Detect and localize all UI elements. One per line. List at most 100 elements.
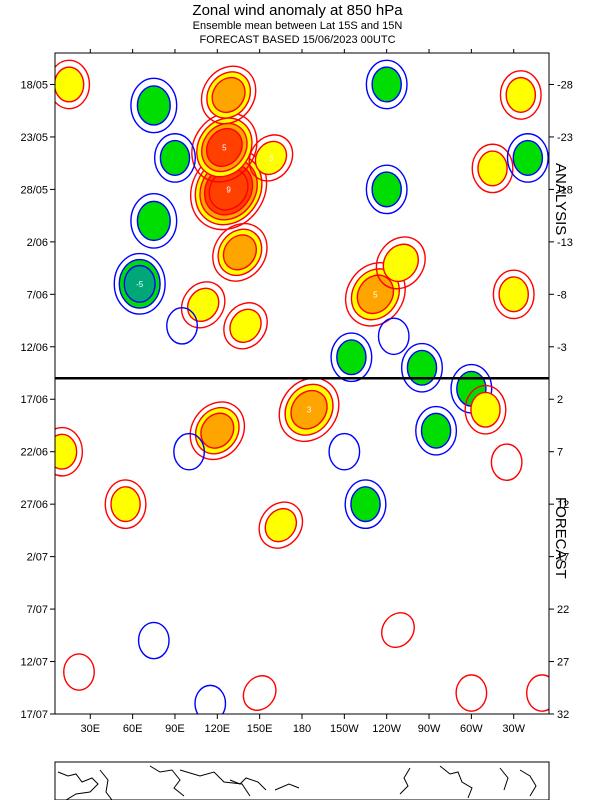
y2-tick-label: 2 bbox=[557, 394, 563, 406]
side-label-analysis: ANALYSIS bbox=[552, 163, 569, 235]
contour-label: 5 bbox=[222, 143, 227, 152]
contour-feature bbox=[104, 479, 147, 530]
y2-tick-label: -8 bbox=[557, 289, 567, 301]
coastline bbox=[399, 767, 411, 795]
y-tick-label: 12/06 bbox=[20, 342, 48, 354]
y-tick-label: 23/05 bbox=[20, 132, 48, 144]
contour-feature bbox=[137, 621, 170, 660]
y2-tick-label: -23 bbox=[557, 132, 573, 144]
y2-tick-label: 17 bbox=[557, 552, 569, 564]
contour-feature bbox=[212, 222, 268, 282]
y2-tick-label: 7 bbox=[557, 447, 563, 459]
contour-feature bbox=[377, 317, 410, 356]
x-tick-label: 120E bbox=[204, 723, 230, 735]
contour-feature bbox=[464, 384, 507, 435]
y-tick-label: 22/06 bbox=[20, 447, 48, 459]
contour-feature bbox=[173, 432, 206, 471]
contour-feature bbox=[200, 65, 257, 125]
x-tick-label: 150E bbox=[247, 723, 273, 735]
coastline bbox=[99, 769, 113, 800]
contour-feature bbox=[328, 432, 361, 471]
contour-feature bbox=[381, 612, 415, 648]
forecast-base-line: FORECAST BASED 15/06/2023 00UTC bbox=[199, 34, 396, 46]
contour-feature bbox=[189, 401, 246, 461]
contour-feature bbox=[506, 133, 549, 183]
contour-label: 3 bbox=[269, 154, 274, 163]
contour-feature bbox=[130, 192, 178, 249]
y-tick-label: 17/06 bbox=[20, 394, 48, 406]
contour-label: 5 bbox=[373, 290, 378, 299]
contour-feature bbox=[365, 164, 408, 215]
y-tick-label: 2/07 bbox=[27, 552, 48, 564]
chart-subtitle: Ensemble mean between Lat 15S and 15N bbox=[192, 20, 403, 32]
coastline bbox=[274, 783, 300, 791]
x-tick-label: 30W bbox=[502, 723, 525, 735]
contour-feature bbox=[526, 674, 549, 712]
contour-feature bbox=[194, 684, 227, 714]
x-tick-label: 180 bbox=[293, 723, 311, 735]
contour-feature bbox=[55, 426, 84, 477]
y-tick-label: 28/05 bbox=[20, 184, 48, 196]
y2-tick-label: -13 bbox=[557, 237, 573, 249]
contour-feature bbox=[471, 143, 514, 194]
x-tick-label: 120W bbox=[372, 723, 401, 735]
contour-feature bbox=[55, 59, 91, 110]
contour-feature bbox=[63, 653, 95, 691]
contour-feature: -5 bbox=[113, 252, 166, 315]
y-tick-label: 7/07 bbox=[27, 604, 48, 616]
contour-feature bbox=[130, 77, 178, 134]
x-tick-label: 90E bbox=[165, 723, 185, 735]
contour-feature bbox=[166, 306, 198, 345]
coastline bbox=[229, 777, 267, 791]
contour-label: -5 bbox=[136, 280, 144, 289]
y-tick-label: 17/07 bbox=[20, 709, 48, 721]
coastline bbox=[519, 769, 537, 797]
coastline bbox=[149, 765, 185, 797]
y2-tick-label: 22 bbox=[557, 604, 569, 616]
contour-feature bbox=[242, 675, 277, 711]
world-map-strip bbox=[54, 761, 550, 800]
chart-title: Zonal wind anomaly at 850 hPa bbox=[192, 2, 403, 19]
side-label-forecast: FORECAST bbox=[552, 497, 569, 579]
y2-tick-label: -28 bbox=[557, 79, 573, 91]
contour-feature bbox=[223, 302, 268, 350]
coastline bbox=[439, 765, 473, 799]
y-tick-label: 18/05 bbox=[20, 79, 48, 91]
y-tick-label: 27/06 bbox=[20, 499, 48, 511]
contour-feature bbox=[400, 342, 443, 393]
x-tick-label: 30E bbox=[80, 723, 100, 735]
contour-feature bbox=[455, 674, 488, 712]
y-tick-label: 12/07 bbox=[20, 657, 48, 669]
x-tick-label: 60E bbox=[123, 723, 143, 735]
coastline bbox=[499, 767, 509, 791]
contour-feature bbox=[492, 269, 535, 320]
x-tick-label: 150W bbox=[330, 723, 359, 735]
coastline bbox=[57, 771, 99, 800]
contour-feature bbox=[499, 70, 542, 120]
contour-layer: 9 5 5 3 -5 3 bbox=[55, 59, 549, 714]
coastline bbox=[179, 769, 251, 797]
contour-feature bbox=[375, 236, 426, 290]
axis-layer: 30E 60E 90E 120E 150E 180 150W 120W 90W 60W 30W 18/… bbox=[20, 49, 573, 735]
contour-feature: 5 bbox=[344, 262, 406, 327]
contour-feature: 5 bbox=[191, 112, 258, 183]
contour-feature bbox=[365, 59, 408, 110]
y2-tick-label: 12 bbox=[557, 499, 569, 511]
y2-tick-label: 27 bbox=[557, 657, 569, 669]
contour-feature bbox=[258, 501, 304, 549]
y-tick-label: 2/06 bbox=[27, 237, 48, 249]
x-tick-label: 90W bbox=[418, 723, 441, 735]
contour-feature bbox=[330, 332, 373, 383]
y2-tick-label: 32 bbox=[557, 709, 569, 721]
contour-feature bbox=[153, 133, 196, 183]
contour-label: 3 bbox=[307, 406, 312, 415]
y2-tick-label: -18 bbox=[557, 184, 573, 196]
y-tick-label: 7/06 bbox=[27, 289, 48, 301]
x-tick-label: 60W bbox=[460, 723, 483, 735]
contour-feature: 3 bbox=[278, 377, 340, 443]
contour-label: 9 bbox=[226, 185, 231, 194]
contour-feature bbox=[180, 281, 226, 329]
contour-feature bbox=[490, 443, 523, 482]
y2-tick-label: -3 bbox=[557, 342, 567, 354]
